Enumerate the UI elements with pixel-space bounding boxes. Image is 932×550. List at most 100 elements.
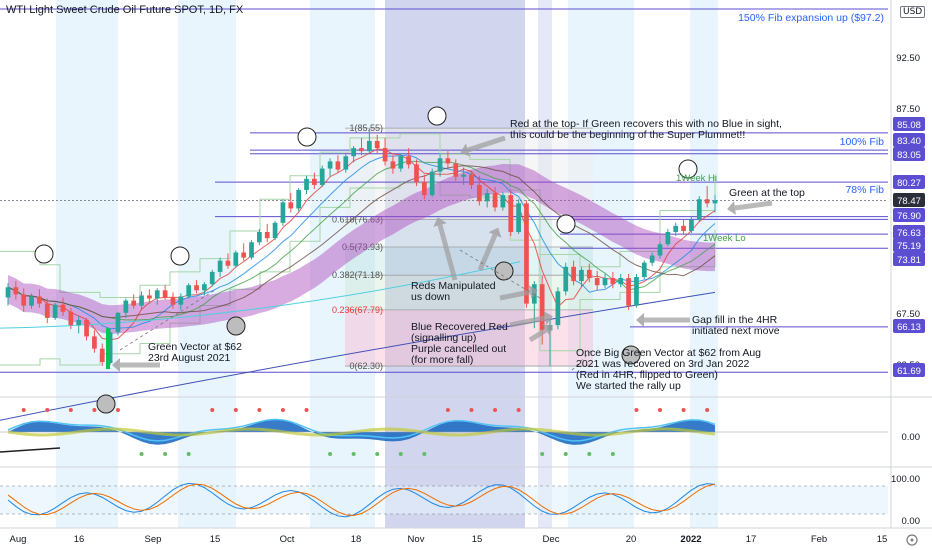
candle <box>704 185 710 208</box>
price-badge-85.08: 85.08 <box>893 117 925 131</box>
candle-body <box>186 285 192 297</box>
candle <box>421 174 427 200</box>
oscillator-dot <box>563 452 568 456</box>
arrow-reds-3-head <box>528 285 538 299</box>
time-tick-label: Dec <box>543 534 560 545</box>
candle-body <box>225 260 231 266</box>
week-high-label: 1Week Hi <box>676 173 717 184</box>
fib-150-label: 150% Fib expansion up ($97.2) <box>738 12 884 24</box>
arrow-reds-3 <box>499 289 531 301</box>
candle <box>618 273 624 288</box>
candle <box>296 187 302 212</box>
candle-body <box>249 242 254 258</box>
time-tick-label: 2022 <box>680 534 701 545</box>
candle <box>139 291 144 310</box>
currency-badge[interactable]: USD <box>900 6 926 18</box>
candle-body <box>29 296 34 306</box>
candle-body <box>107 332 113 363</box>
candle <box>429 168 435 198</box>
fib-78-label: 78% Fib <box>845 184 884 196</box>
candle-body <box>586 269 592 279</box>
candle-body <box>68 311 74 326</box>
price-badge-bg <box>893 225 925 239</box>
marker-circle-1 <box>170 246 190 266</box>
oscillator-tick-label: 0.00 <box>902 432 921 443</box>
candle <box>445 151 451 168</box>
marker-circle-9 <box>96 394 116 414</box>
arrow-gap-fill-head <box>636 313 644 327</box>
candle <box>524 200 529 308</box>
candle <box>233 250 239 268</box>
oscillator-dot <box>422 452 427 456</box>
fib-label-1: 0.618(76.63) <box>332 214 383 224</box>
oscillator-dot <box>351 452 356 456</box>
candle <box>571 260 576 286</box>
arrow-reds-2-head <box>488 227 502 238</box>
oscillator-dot <box>233 408 238 412</box>
stoch-band <box>0 486 888 514</box>
candle <box>280 199 286 226</box>
candle <box>681 219 686 236</box>
candle-body <box>296 190 302 209</box>
time-band-0 <box>56 0 118 528</box>
candle-body <box>272 222 278 239</box>
candle <box>351 146 357 163</box>
candle-body <box>634 277 639 306</box>
annotation-red-top: Red at the top- If Green recovers this w… <box>510 118 782 141</box>
candle-body <box>712 200 718 204</box>
price-badge-76.90: 76.90 <box>893 208 925 222</box>
candle-body <box>555 291 561 326</box>
candle-body <box>437 158 443 172</box>
candle-body <box>476 184 482 202</box>
candle <box>13 281 19 300</box>
candle <box>374 134 380 154</box>
candle-body <box>37 296 42 304</box>
candle <box>178 293 184 310</box>
candle-body <box>99 348 105 362</box>
candle-body <box>524 203 529 304</box>
candle-body <box>147 295 152 299</box>
candle-body <box>382 148 388 162</box>
candle <box>343 154 349 173</box>
candle <box>99 343 105 367</box>
candle <box>335 155 341 173</box>
oscillator-dot <box>92 408 97 412</box>
oscillator-dot <box>45 408 50 412</box>
candle-body <box>280 202 286 223</box>
candle <box>382 137 388 166</box>
candle-body <box>241 252 247 258</box>
oscillator-black-line <box>0 447 61 453</box>
candle-body <box>304 178 309 191</box>
candle-body <box>445 158 451 164</box>
candle <box>641 260 647 280</box>
oscillator-dot <box>634 408 639 412</box>
price-badge-label: 78.47 <box>897 196 921 207</box>
candle-body <box>500 195 506 208</box>
arrow-red-top-head <box>460 143 471 157</box>
candle-body <box>154 290 160 299</box>
marker-circle-0 <box>34 244 54 264</box>
candle-body <box>594 278 600 286</box>
candle <box>60 297 66 316</box>
candle <box>194 280 199 294</box>
arrow-green-top <box>734 200 773 211</box>
price-badge-bg <box>893 238 925 252</box>
candle <box>131 294 137 309</box>
candle-body <box>696 199 702 220</box>
candle-body <box>13 287 19 295</box>
candle-body <box>233 252 239 266</box>
oscillator-dot <box>398 452 403 456</box>
chart-title: WTI Light Sweet Crude Oil Future SPOT, 1… <box>6 4 244 16</box>
marker-circle-2 <box>226 316 246 336</box>
oscillator-dot <box>705 408 710 412</box>
candle-body <box>351 148 357 157</box>
candle <box>484 189 490 208</box>
price-badge-83.05: 83.05 <box>893 147 925 161</box>
annotation-green-vector: Green Vector at $62 23rd August 2021 <box>148 341 242 364</box>
stoch-tick-label: 100.00 <box>891 474 920 485</box>
candle <box>516 199 521 235</box>
candle <box>162 285 168 300</box>
candle-body <box>374 140 380 149</box>
candle <box>586 263 592 283</box>
